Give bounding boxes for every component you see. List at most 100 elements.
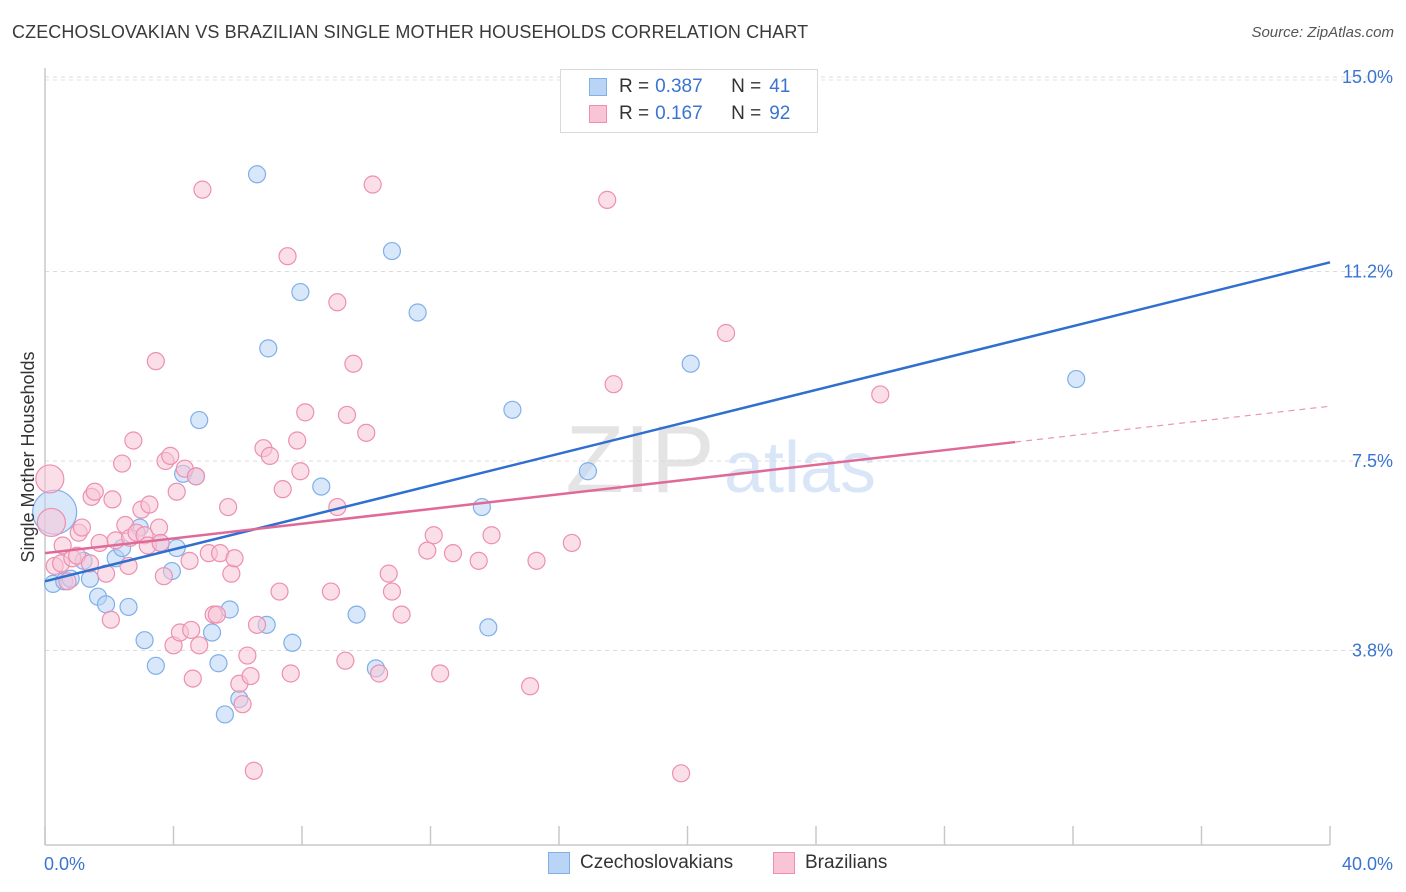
chart-title: CZECHOSLOVAKIAN VS BRAZILIAN SINGLE MOTH… [12, 22, 809, 42]
brazilians-point [288, 431, 307, 450]
brazilians-point [112, 454, 132, 473]
brazilians-point [193, 180, 212, 199]
brazilians-point [247, 615, 267, 634]
brazilians-point [244, 761, 263, 780]
brazilians-point [273, 480, 292, 499]
brazilians-point [161, 446, 180, 465]
brazilians-trend-line [44, 440, 1016, 555]
brazilians-point [357, 423, 376, 442]
czechoslovakians-point [215, 705, 234, 724]
source-credit: Source: ZipAtlas.com [1251, 24, 1394, 41]
brazilians-point [219, 497, 238, 517]
czechoslovakians-point [247, 165, 267, 184]
brazilians-point [482, 526, 501, 545]
brazilians-point [382, 582, 402, 601]
brazilians-point [337, 405, 357, 425]
brazilians-point [154, 567, 173, 586]
brazilians-point [180, 551, 199, 570]
brazilians-point [101, 610, 120, 629]
czechoslovakians-point [146, 656, 165, 675]
czechoslovakians-swatch [589, 78, 607, 96]
czechoslovakians-point [312, 477, 331, 496]
brazilians-point [233, 695, 252, 714]
brazilians-point [183, 669, 202, 688]
brazilians-point [443, 544, 463, 563]
brazilians-point [363, 175, 382, 194]
r-value: 0.387 [655, 76, 703, 97]
czechoslovakians-point [1067, 369, 1086, 389]
czechoslovakians-legend-swatch [548, 852, 570, 874]
brazilians-point [520, 677, 540, 696]
brazilians-point [418, 541, 437, 560]
brazilians-point [527, 551, 546, 570]
gridlines [45, 76, 1390, 651]
axes [44, 68, 1331, 846]
czechoslovakians-point [347, 605, 366, 624]
brazilians-point [562, 533, 581, 553]
n-value: 41 [769, 76, 791, 97]
brazilians-legend-swatch [773, 852, 795, 874]
n-label: N = [731, 76, 762, 97]
brazilians-point [151, 533, 170, 553]
stats-legend-row-brazilians: R = 0.167 N = 92 [589, 102, 790, 126]
brazilians-point [671, 764, 691, 783]
brazilians-point [424, 526, 443, 545]
series-legend: Czechoslovakians Brazilians [0, 852, 1406, 876]
y-tick-label: 11.2% [1343, 262, 1393, 282]
brazilians-point [124, 431, 143, 450]
brazilians-point [85, 482, 104, 501]
brazilians-point [146, 352, 165, 371]
watermark: ZIP atlas [565, 406, 876, 513]
stats-legend-row-czechoslovakians: R = 0.387 N = 41 [589, 75, 790, 99]
brazilians-point [222, 564, 241, 583]
stats-legend: R = 0.387 N = 41 R = 0.167 N = 92 [560, 69, 818, 133]
czechoslovakians-point [259, 339, 278, 358]
brazilians-point [167, 482, 186, 501]
brazilians-point [336, 651, 355, 670]
legend-label: Brazilians [805, 852, 888, 873]
brazilians-point [36, 507, 67, 538]
brazilians-point [186, 467, 206, 486]
brazilians-point [328, 293, 347, 312]
r-label: R = [619, 76, 650, 97]
brazilians-point [72, 518, 92, 537]
czechoslovakians-point [503, 400, 522, 419]
czechoslovakians-point [408, 303, 427, 322]
brazilians-point [103, 490, 122, 509]
brazilians-swatch [589, 105, 607, 123]
czechoslovakians-trend-line [44, 261, 1331, 583]
brazilians-point [469, 551, 488, 570]
brazilians-point [270, 582, 289, 601]
legend-item-brazilians[interactable]: Brazilians [773, 852, 887, 874]
brazilians-trend-extension [1015, 405, 1331, 443]
brazilians-point [392, 605, 411, 624]
tick-labels: 3.8% 7.5% 11.2% 15.0% 0.0% 40.0% Single Mother… [18, 67, 1393, 874]
brazilians-point [238, 646, 257, 665]
brazilians-point [241, 666, 260, 686]
legend-item-czechoslovakians[interactable]: Czechoslovakians [548, 852, 733, 874]
brazilians-point [598, 190, 617, 209]
brazilians-point [90, 533, 109, 553]
brazilians-point [182, 620, 201, 640]
x-tick-label: 0.0% [44, 854, 85, 874]
brazilians-point [431, 664, 450, 683]
brazilians-point [291, 462, 310, 481]
czechoslovakians-point [135, 631, 154, 650]
brazilians-point [225, 549, 244, 568]
watermark-atlas: atlas [724, 428, 876, 508]
brazilians-point [281, 664, 300, 683]
data-points [32, 165, 1086, 783]
brazilians-point [260, 446, 279, 465]
brazilians-point [149, 518, 169, 537]
brazilians-point [190, 636, 209, 655]
r-value: 0.167 [655, 103, 703, 124]
czechoslovakians-point [190, 410, 209, 430]
brazilians-point [296, 403, 315, 422]
watermark-zip: ZIP [565, 406, 714, 513]
czechoslovakians-point [479, 618, 498, 637]
y-axis-title: Single Mother Households [18, 351, 38, 562]
brazilians-point [278, 247, 297, 266]
czechoslovakians-point [209, 654, 228, 673]
czechoslovakians-point [291, 282, 310, 302]
